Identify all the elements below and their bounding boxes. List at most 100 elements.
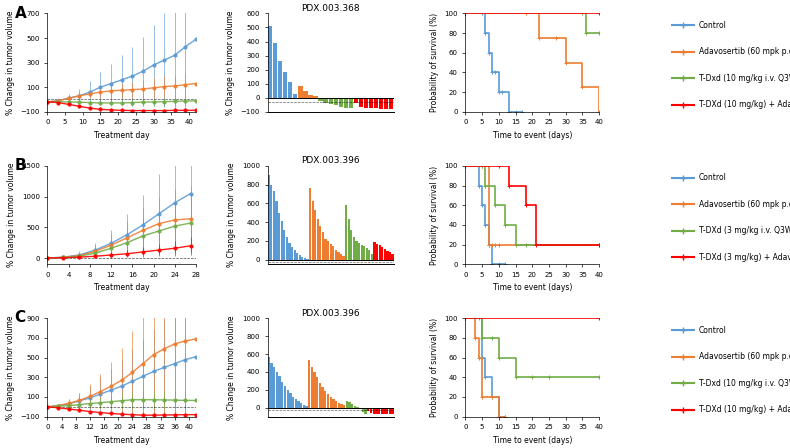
Text: T-DXd (10 mg/kg) + Adavosertib: T-DXd (10 mg/kg) + Adavosertib — [698, 100, 790, 109]
Bar — [368, 250, 371, 259]
Bar — [348, 98, 353, 108]
X-axis label: Time to event (days): Time to event (days) — [492, 436, 572, 445]
Text: T-DXd (3 mg/kg i.v. Q3W): T-DXd (3 mg/kg i.v. Q3W) — [698, 226, 790, 235]
X-axis label: Time to event (days): Time to event (days) — [492, 131, 572, 140]
Bar — [317, 219, 319, 259]
Bar — [384, 98, 389, 109]
Bar — [362, 408, 364, 412]
Bar — [348, 402, 351, 408]
Bar — [286, 237, 288, 259]
Bar — [389, 98, 393, 109]
Bar — [371, 254, 373, 259]
Bar — [318, 98, 323, 100]
Bar — [270, 185, 273, 259]
Bar — [292, 397, 294, 408]
Bar — [375, 408, 378, 414]
Text: C: C — [15, 310, 26, 325]
Bar — [337, 252, 340, 259]
Bar — [363, 246, 365, 259]
Bar — [389, 252, 391, 259]
Bar — [373, 408, 374, 414]
Bar — [378, 408, 380, 414]
Text: B: B — [15, 158, 26, 173]
Bar — [276, 201, 277, 259]
Text: Control: Control — [698, 173, 726, 182]
Bar — [288, 243, 291, 259]
Bar — [374, 98, 378, 108]
Bar — [278, 213, 280, 259]
Bar — [300, 403, 303, 408]
Title: PDX.003.396: PDX.003.396 — [301, 156, 360, 165]
Bar — [354, 98, 358, 103]
Bar — [350, 229, 352, 259]
Bar — [364, 98, 368, 108]
Bar — [306, 406, 307, 408]
Bar — [344, 98, 348, 108]
Bar — [337, 403, 340, 408]
Bar — [340, 404, 343, 408]
Text: T-DXd (3 mg/kg) + Adavosertib: T-DXd (3 mg/kg) + Adavosertib — [698, 253, 790, 262]
Bar — [392, 254, 393, 259]
Y-axis label: % Change in tumor volume: % Change in tumor volume — [6, 10, 15, 115]
Bar — [335, 250, 337, 259]
Bar — [359, 408, 361, 409]
Bar — [284, 386, 286, 408]
Bar — [268, 175, 270, 259]
Bar — [332, 246, 334, 259]
Y-axis label: % Change in tumor volume: % Change in tumor volume — [228, 163, 236, 267]
Bar — [314, 372, 316, 408]
Bar — [303, 90, 307, 98]
Bar — [288, 82, 292, 98]
Bar — [353, 237, 355, 259]
Bar — [354, 406, 356, 408]
Bar — [389, 408, 391, 414]
Bar — [391, 408, 393, 414]
Bar — [329, 98, 333, 104]
Bar — [381, 247, 383, 259]
Bar — [270, 363, 273, 408]
X-axis label: Time to event (days): Time to event (days) — [492, 284, 572, 293]
Bar — [287, 390, 289, 408]
Bar — [378, 246, 381, 259]
Y-axis label: % Change in tumor volume: % Change in tumor volume — [6, 315, 15, 420]
X-axis label: Treatment day: Treatment day — [94, 284, 149, 293]
Bar — [367, 408, 370, 411]
Bar — [333, 399, 334, 408]
Bar — [319, 226, 322, 259]
Bar — [268, 357, 270, 408]
Bar — [289, 393, 292, 408]
Bar — [303, 405, 305, 408]
Bar — [280, 221, 283, 259]
Bar — [311, 202, 314, 259]
Y-axis label: % Change in tumor volume: % Change in tumor volume — [7, 163, 17, 267]
Bar — [279, 376, 280, 408]
Bar — [339, 98, 343, 107]
Bar — [299, 255, 301, 259]
Bar — [359, 98, 363, 107]
Bar — [278, 61, 282, 98]
Bar — [381, 408, 383, 414]
Bar — [386, 251, 389, 259]
Text: A: A — [15, 5, 26, 21]
Bar — [323, 98, 328, 103]
Bar — [304, 258, 306, 259]
Bar — [364, 408, 367, 414]
Bar — [283, 229, 285, 259]
Bar — [308, 95, 313, 98]
Bar — [294, 250, 295, 259]
Title: PDX.003.396: PDX.003.396 — [301, 309, 360, 318]
Bar — [268, 26, 273, 98]
Bar — [329, 397, 332, 408]
Bar — [358, 243, 360, 259]
Text: Adavosertib (60 mpk p.o. 5on/2off): Adavosertib (60 mpk p.o. 5on/2off) — [698, 200, 790, 209]
Bar — [370, 408, 372, 413]
Bar — [376, 244, 378, 259]
Bar — [333, 98, 338, 105]
Title: PDX.003.368: PDX.003.368 — [301, 4, 360, 13]
Bar — [383, 408, 386, 414]
Bar — [301, 257, 303, 259]
Bar — [335, 401, 337, 408]
Bar — [324, 391, 326, 408]
Bar — [316, 377, 318, 408]
Bar — [299, 86, 303, 98]
